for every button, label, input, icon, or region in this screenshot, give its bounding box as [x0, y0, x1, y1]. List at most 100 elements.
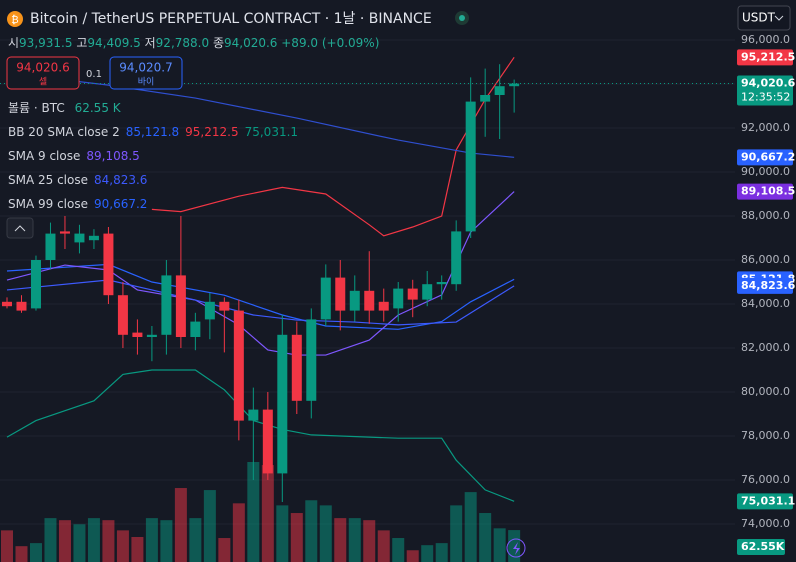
candle-body: [204, 301, 215, 320]
volume: [1, 462, 521, 562]
candle-body: [407, 288, 418, 300]
candle-body: [494, 86, 505, 95]
candle-body: [306, 319, 317, 401]
volume-bar: [450, 505, 463, 562]
volume-legend-label: 볼륨 · BTC: [8, 101, 65, 115]
change: +89.0 (+0.09%): [281, 36, 379, 50]
volume-bar: [15, 546, 28, 562]
collapse-button[interactable]: [6, 217, 34, 239]
volume-bar: [508, 530, 521, 562]
spread: 0.1: [86, 69, 102, 80]
ohlc-label: 시: [8, 36, 19, 50]
y-tick-label: 76,000.0: [741, 473, 790, 486]
indicator-entry: BB 20 SMA close 2 85,121.8 95,212.5 75,031.…: [8, 125, 298, 139]
price-badge: [737, 149, 793, 166]
indicator-value: 84,823.6: [94, 173, 147, 187]
currency-select[interactable]: [737, 5, 791, 31]
indicator-name: SMA 9 close: [8, 149, 80, 163]
candle-body: [509, 83, 520, 87]
ohlc-value: 92,788.0: [156, 36, 209, 50]
sell-button[interactable]: [6, 56, 80, 90]
volume-bar: [232, 503, 245, 562]
y-tick-label: 96,000.0: [741, 33, 790, 46]
volume-bar: [218, 538, 231, 562]
volume-bar: [247, 462, 260, 562]
indicator-entry: SMA 99 close 90,667.2: [8, 197, 147, 211]
buy-button[interactable]: [109, 56, 183, 90]
volume-bar: [1, 530, 13, 562]
candle-body: [175, 275, 186, 338]
candle-body: [451, 231, 462, 285]
candle-body: [59, 231, 70, 234]
collapse-icon: [14, 225, 26, 232]
flash-button[interactable]: [506, 538, 526, 558]
candle-body: [262, 409, 273, 474]
candle-body: [422, 284, 433, 300]
candle-body: [30, 260, 41, 309]
volume-bar: [261, 465, 274, 562]
candle-body: [190, 321, 201, 338]
indicator-value: 95,212.5: [185, 125, 238, 139]
volume-bar: [174, 488, 187, 562]
coin-icon: [7, 11, 23, 27]
price-badge-label: 94,020.6: [741, 77, 796, 90]
dropdown-arrow: [774, 15, 784, 21]
volume-bar: [276, 505, 289, 562]
candle-body: [320, 277, 331, 320]
y-tick-label: 88,000.0: [741, 209, 790, 222]
price-badge: [737, 49, 793, 66]
candle-body: [335, 277, 346, 311]
candle-body: [45, 233, 56, 261]
volume-bar: [58, 520, 71, 562]
volume-bar: [493, 528, 506, 562]
volume-bar: [421, 545, 434, 562]
y-tick-label: 92,000.0: [741, 121, 790, 134]
volume-bar: [87, 518, 100, 562]
ohlc-label: 저: [145, 36, 156, 50]
indicator-value: 89,108.5: [86, 149, 139, 163]
volume-badge-label: 62.55K: [741, 540, 785, 553]
volume-bar: [116, 530, 129, 562]
indicator-name: BB 20 SMA close 2: [8, 125, 120, 139]
volume-bar: [203, 490, 216, 562]
ohlc-label: 종: [213, 36, 224, 50]
y-tick-label: 90,000.0: [741, 165, 790, 178]
candle-body: [393, 288, 404, 309]
price-badge: [737, 183, 793, 200]
volume-bar: [363, 520, 376, 562]
flash-icon: [513, 542, 520, 555]
volume-bar: [305, 500, 318, 562]
volume-bar: [290, 513, 303, 562]
status-dot: [459, 15, 465, 21]
indicator-line: [151, 56, 515, 237]
buy-price: 94,020.7: [119, 61, 172, 75]
indicator-name: SMA 99 close: [8, 197, 88, 211]
volume-bar: [189, 518, 202, 562]
y-tick-label: 74,000.0: [741, 517, 790, 530]
indicator-value: 90,667.2: [94, 197, 147, 211]
volume-bar: [73, 524, 86, 562]
indicator-entry: SMA 9 close 89,108.5: [8, 149, 140, 163]
candle-body: [219, 301, 230, 311]
candle-body: [103, 233, 114, 296]
volume-bar: [319, 505, 332, 562]
volume-bar: [348, 518, 361, 562]
candle-body: [480, 94, 491, 102]
ohlc-line: 시93,931.5 고94,409.5 저92,788.0 종94,020.6 …: [8, 36, 379, 50]
ohlc-value: 94,409.5: [87, 36, 140, 50]
candle-body: [16, 301, 27, 311]
volume-legend-value: 62.55 K: [75, 101, 122, 115]
price-badge-label: 75,031.1: [741, 494, 795, 507]
candle-body: [364, 290, 375, 311]
candle-body: [2, 301, 12, 307]
indicator-line: [6, 279, 515, 326]
ohlc-value: 94,020.6: [224, 36, 277, 50]
indicator-value: 75,031.1: [245, 125, 298, 139]
volume-bar: [406, 550, 419, 562]
buy-label: 바이: [138, 77, 155, 88]
price-badge: [737, 75, 793, 106]
candle-body: [132, 332, 143, 338]
volume-bar: [392, 538, 405, 562]
